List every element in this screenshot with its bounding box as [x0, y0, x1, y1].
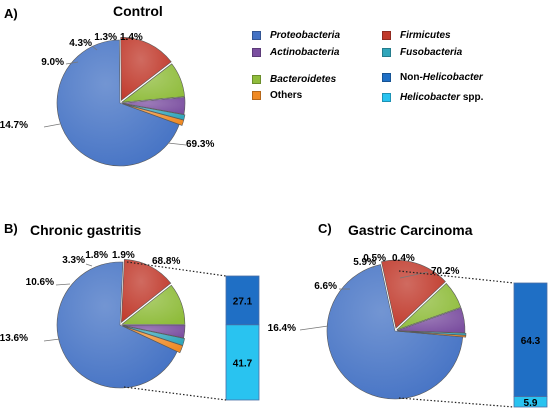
data-label: 4.3%: [69, 38, 92, 49]
legend-swatch: [382, 93, 391, 102]
connector-line-bottom: [123, 386, 227, 401]
pie-slice-bacteroidetes: [120, 63, 185, 103]
breakdown-label: 41.7: [233, 358, 253, 369]
data-label: 6.6%: [314, 281, 337, 292]
breakdown-label: 5.9: [524, 398, 538, 409]
legend-label: Non-Helicobacter: [400, 72, 483, 83]
legend-item: Proteobacteria: [252, 30, 340, 41]
leader-line: [85, 263, 93, 267]
legend-item: Fusobacteria: [382, 47, 462, 58]
data-label: 0.5%: [363, 253, 386, 264]
panel-a-title: Control: [113, 3, 163, 19]
breakdown-bar-helicobacter-spp-: [513, 396, 548, 408]
pie-slice-firmicutes: [120, 36, 172, 101]
data-label: 3.3%: [62, 255, 85, 266]
data-label: 13.6%: [0, 333, 28, 344]
legend-item: Actinobacteria: [252, 47, 339, 58]
pie-slice-others: [122, 103, 185, 126]
legend-label: Firmicutes: [400, 30, 451, 41]
legend-swatch: [252, 91, 261, 100]
data-label: 1.3%: [94, 32, 117, 43]
data-label: 1.8%: [85, 250, 108, 261]
legend-label: Helicobacter spp.: [400, 92, 484, 103]
leader-line: [43, 338, 61, 342]
leader-line: [91, 45, 98, 51]
legend-item: Others: [252, 90, 302, 101]
panel-a-label: A): [4, 6, 18, 21]
data-label: 70.2%: [431, 266, 459, 277]
data-label: 1.4%: [120, 32, 143, 43]
legend-label: Proteobacteria: [270, 30, 341, 41]
connector-line-top: [126, 261, 227, 277]
data-label: 1.9%: [112, 250, 135, 261]
legend-swatch: [382, 73, 391, 82]
legend-swatch: [252, 31, 261, 40]
pie-slice-proteobacteria: [56, 261, 178, 389]
legend-swatch: [252, 75, 261, 84]
leader-line: [372, 265, 375, 269]
panel-c-title: Gastric Carcinoma: [348, 222, 473, 238]
pie-slice-proteobacteria: [56, 39, 180, 167]
data-label: 5.9%: [353, 257, 376, 268]
panel-b-title: Chronic gastritis: [30, 222, 142, 238]
data-label: 0.4%: [392, 253, 415, 264]
pie-slice-firmicutes: [121, 259, 172, 323]
pie-slice-others: [397, 330, 467, 338]
legend-label: Others: [270, 90, 303, 101]
legend-swatch: [382, 48, 391, 57]
pie-slice-others: [122, 325, 184, 354]
breakdown-bar-helicobacter-spp-: [225, 324, 260, 401]
legend-item: Firmicutes: [382, 30, 451, 41]
leader-line: [65, 61, 79, 65]
breakdown-bar-non-helicobacter: [225, 275, 260, 326]
legend-swatch: [382, 31, 391, 40]
data-label: 14.7%: [0, 120, 28, 131]
legend-item: Helicobacter spp.: [382, 92, 483, 103]
legend-label: Fusobacteria: [400, 47, 463, 58]
pie-slice-fusobacteria: [122, 325, 185, 346]
panel-b-label: B): [4, 221, 18, 236]
leader-line: [167, 142, 187, 146]
data-label: 10.6%: [26, 277, 54, 288]
data-label: 16.4%: [268, 323, 296, 334]
pie-slice-bacteroidetes: [121, 284, 186, 325]
breakdown-label: 27.1: [233, 296, 253, 307]
legend-label: Actinobacteria: [270, 47, 340, 58]
data-label: 69.3%: [186, 139, 214, 150]
legend: Proteobacteria Firmicutes Actinobacteria…: [252, 30, 550, 110]
leader-line: [399, 271, 429, 279]
pie-slice-firmicutes: [381, 259, 446, 329]
data-label: 68.8%: [152, 256, 180, 267]
pie-slice-actinobacteria: [121, 97, 186, 115]
legend-item: Non-Helicobacter: [382, 72, 483, 83]
legend-swatch: [252, 48, 261, 57]
pie-slice-actinobacteria: [396, 307, 466, 334]
legend-label: Bacteroidetes: [270, 74, 337, 85]
breakdown-label: 64.3: [521, 336, 541, 347]
pie-slice-proteobacteria: [326, 264, 464, 400]
leader-line: [299, 325, 329, 331]
leader-line: [43, 123, 61, 128]
legend-item: Bacteroidetes: [252, 74, 336, 85]
leader-line: [55, 283, 71, 286]
pie-slice-bacteroidetes: [396, 282, 462, 331]
panel-c-label: C): [318, 221, 332, 236]
connector-line-bottom: [398, 397, 515, 408]
data-label: 9.0%: [41, 57, 64, 68]
pie-slice-actinobacteria: [121, 324, 186, 339]
